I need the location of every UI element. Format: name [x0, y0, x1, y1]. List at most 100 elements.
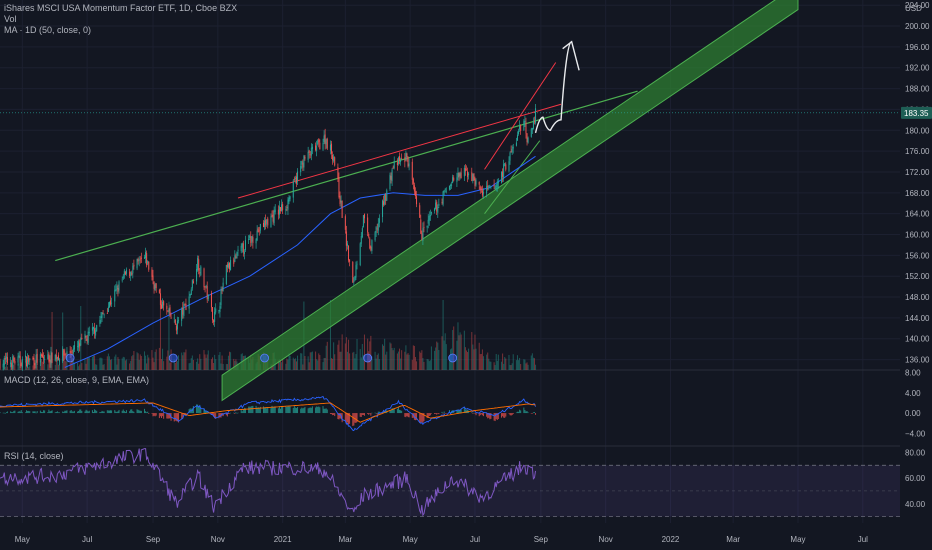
candle-body	[378, 218, 380, 223]
candle-body	[214, 311, 216, 322]
volume-bar	[429, 360, 431, 370]
volume-bar	[65, 361, 67, 370]
macd-histogram-bar	[151, 413, 153, 414]
macd-histogram-bar	[163, 413, 165, 419]
macd-histogram-bar	[206, 411, 208, 414]
volume-bar	[162, 348, 164, 370]
candle-body	[289, 196, 291, 199]
macd-histogram-bar	[464, 409, 466, 414]
candle-body	[221, 289, 223, 291]
dividend-marker-icon[interactable]	[448, 353, 458, 363]
volume-bar	[185, 349, 187, 370]
volume-bar	[304, 356, 306, 370]
candle-body	[222, 282, 224, 292]
macd-histogram-bar	[137, 409, 139, 414]
candle-body	[488, 186, 490, 189]
volume-bar	[535, 364, 537, 370]
candle-body	[166, 305, 168, 310]
rsi-legend[interactable]: RSI (14, close)	[4, 451, 64, 461]
volume-bar	[176, 361, 178, 370]
macd-axis[interactable]: 8.00 4.00 0.00 −4.00	[905, 369, 926, 439]
volume-bar	[413, 345, 415, 370]
macd-histogram-bar	[6, 411, 8, 414]
macd-histogram-bar	[198, 405, 200, 414]
candle-body	[467, 171, 469, 177]
macd-histogram-bar	[36, 411, 38, 414]
volume-bar	[158, 347, 160, 370]
volume-bar	[271, 364, 273, 370]
macd-histogram-bar	[459, 410, 461, 414]
candle-body	[49, 359, 51, 363]
candle-body	[416, 196, 418, 205]
candle-body	[85, 335, 87, 338]
macd-histogram-bar	[10, 411, 12, 414]
macd-legend[interactable]: MACD (12, 26, close, 9, EMA, EMA)	[4, 375, 150, 385]
macd-histogram-bar	[265, 407, 267, 414]
candle-body	[145, 252, 147, 259]
macd-histogram-bar	[115, 411, 117, 414]
volume-bar	[289, 355, 291, 370]
macd-histogram-bar	[420, 413, 422, 423]
macd-histogram-bar	[79, 409, 81, 414]
candle-body	[400, 159, 402, 162]
macd-histogram-bar	[14, 410, 16, 414]
candle-body	[147, 260, 149, 264]
volume-legend[interactable]: Vol	[4, 14, 17, 24]
candle-body	[308, 150, 310, 154]
volume-bar	[374, 351, 376, 370]
macd-histogram-bar	[309, 407, 311, 414]
candle-body	[178, 320, 180, 322]
candle-body	[110, 300, 112, 305]
candle-body	[96, 325, 98, 332]
candle-body	[274, 209, 276, 213]
candle-body	[338, 176, 340, 198]
candle-body	[531, 127, 533, 130]
macd-histogram-bar	[243, 407, 245, 414]
candle-body	[17, 356, 19, 363]
candle-body	[460, 172, 462, 179]
volume-bar	[385, 354, 387, 370]
volume-bar	[467, 352, 469, 370]
dividend-marker-icon[interactable]	[168, 353, 178, 363]
symbol-title[interactable]: iShares MSCI USA Momentum Factor ETF, 1D…	[4, 3, 238, 13]
volume-bar	[419, 351, 421, 370]
dividend-marker-icon[interactable]	[260, 353, 269, 363]
volume-bar	[391, 348, 393, 370]
macd-histogram-bar	[96, 410, 98, 414]
macd-histogram-bar	[214, 413, 216, 419]
macd-histogram-bar	[354, 413, 356, 423]
macd-histogram-bar	[496, 413, 498, 420]
candle-body	[482, 192, 484, 194]
price-pane[interactable]	[0, 0, 900, 402]
macd-histogram-bar	[65, 410, 67, 414]
candle-body	[448, 185, 450, 190]
time-axis[interactable]: May Jul Sep Nov 2021 Mar May Jul Sep Nov 2022 Mar Ma…	[15, 535, 868, 544]
macd-histogram-bar	[319, 407, 321, 414]
dividend-marker-icon[interactable]	[363, 353, 373, 363]
candle-body	[136, 259, 138, 269]
candle-body	[371, 240, 373, 252]
volume-bar	[159, 300, 161, 370]
candle-body	[84, 334, 86, 339]
volume-bar	[355, 354, 357, 370]
macd-histogram-bar	[43, 410, 45, 414]
candle-body	[435, 202, 437, 210]
macd-histogram-bar	[136, 409, 138, 414]
candle-body	[148, 261, 150, 270]
volume-bar	[136, 352, 138, 370]
macd-histogram-bar	[474, 413, 476, 414]
volume-bar	[230, 352, 232, 370]
volume-bar	[297, 355, 299, 370]
candle-body	[47, 354, 49, 360]
macd-histogram-bar	[315, 407, 317, 414]
volume-bar	[525, 363, 527, 370]
ma-legend[interactable]: MA · 1D (50, close, 0)	[4, 25, 92, 35]
macd-histogram-bar	[348, 413, 350, 425]
candle-body	[535, 108, 537, 123]
candle-body	[419, 205, 421, 218]
rsi-axis[interactable]: 80.00 60.00 40.00	[905, 448, 926, 508]
dividend-marker-icon[interactable]	[65, 353, 75, 363]
candle-body	[256, 230, 258, 241]
